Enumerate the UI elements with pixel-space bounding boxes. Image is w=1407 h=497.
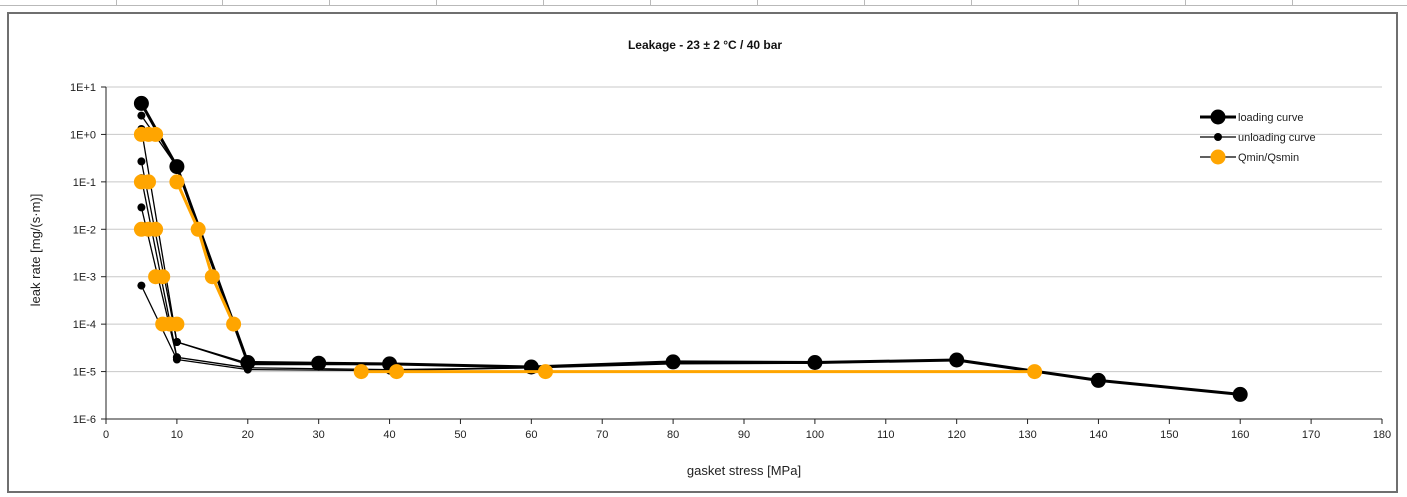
tick-label-x: 50: [454, 429, 466, 441]
tick-label-x: 70: [596, 429, 608, 441]
qmin-qsmin-point: [353, 364, 369, 380]
tick-label-x: 110: [877, 429, 895, 441]
legend-marker-loading-curve: [1210, 109, 1226, 125]
tick-label-x: 160: [1231, 429, 1249, 441]
tick-label-x: 80: [667, 429, 679, 441]
qmin-qsmin-point: [155, 269, 171, 285]
qmin-qsmin-point: [389, 364, 405, 380]
unloading-curve-point: [137, 111, 146, 120]
tick-label-y: 1E+1: [70, 82, 96, 94]
tick-label-x: 130: [1018, 429, 1036, 441]
chart-title: Leakage - 23 ± 2 °C / 40 bar: [628, 38, 782, 52]
legend-label-unloading-curve: unloading curve: [1238, 132, 1316, 144]
tick-label-x: 150: [1160, 429, 1178, 441]
axes: 1E+1 1E+0 1E-1 1E-2 1E-3 1E-4 1E-5 1E-6 0 10 20 30 4…: [70, 82, 1391, 441]
loading-curve-point: [311, 355, 327, 371]
tick-label-y: 1E+0: [70, 129, 96, 141]
loading-curve-point: [1090, 372, 1106, 388]
legend: loading curve unloading curve Qmin/Qsmin: [1200, 109, 1316, 165]
tick-label-y: 1E-3: [73, 272, 96, 284]
tick-label-x: 30: [313, 429, 325, 441]
legend-marker-qmin-qsmin: [1210, 149, 1226, 165]
x-axis-label: gasket stress [MPa]: [687, 463, 801, 478]
tick-label-x: 0: [103, 429, 109, 441]
unloading-curve-point: [137, 281, 146, 290]
legend-label-loading-curve: loading curve: [1238, 112, 1303, 124]
legend-label-qmin-qsmin: Qmin/Qsmin: [1238, 152, 1299, 164]
series-layer: [133, 95, 1248, 402]
tick-label-y: 1E-6: [73, 414, 96, 426]
unloading-curve-point: [172, 338, 181, 346]
grid-lines: [106, 86, 1382, 373]
tick-label-y: 1E-1: [73, 177, 96, 189]
qmin-qsmin-line: [175, 181, 235, 325]
tick-label-x: 20: [242, 429, 254, 441]
qmin-qsmin-point: [148, 126, 164, 142]
loading-curve-point: [133, 95, 149, 111]
qmin-qsmin-point: [141, 174, 156, 190]
y-axis-label: leak rate [mg/(s·m)]: [28, 194, 43, 307]
tick-label-x: 140: [1089, 429, 1107, 441]
tick-label-y: 1E-5: [73, 367, 96, 379]
loading-curve-point: [665, 354, 681, 370]
qmin-qsmin-point: [1027, 364, 1043, 380]
tick-label-y: 1E-2: [73, 224, 96, 236]
loading-curve-point: [1232, 386, 1248, 402]
loading-curve-point: [949, 352, 965, 368]
tick-label-x: 10: [171, 429, 183, 441]
tick-label-x: 120: [947, 429, 965, 441]
loading-curve-point: [240, 355, 256, 370]
chart-frame: [7, 12, 1398, 493]
qmin-qsmin-point: [204, 269, 220, 285]
legend-marker-unloading-curve: [1214, 133, 1222, 141]
tick-label-x: 60: [525, 429, 537, 441]
unloading-curve-point: [137, 203, 146, 212]
loading-curve-point: [169, 159, 185, 175]
tick-label-x: 100: [806, 429, 824, 441]
qmin-qsmin-point: [169, 316, 185, 332]
qmin-qsmin-point: [169, 174, 185, 190]
qmin-qsmin-point: [226, 316, 242, 332]
loading-curve-line: [140, 102, 1241, 396]
tick-label-y: 1E-4: [73, 319, 96, 331]
tick-label-x: 40: [383, 429, 395, 441]
unloading-curve-point: [172, 353, 181, 362]
unloading-curve-point: [137, 157, 146, 166]
qmin-qsmin-point: [148, 221, 164, 237]
qmin-qsmin-point: [538, 364, 553, 380]
loading-curve-point: [807, 355, 823, 370]
tick-label-x: 90: [738, 429, 750, 441]
qmin-qsmin-point: [190, 221, 206, 237]
tick-label-x: 170: [1302, 429, 1320, 441]
tick-label-x: 180: [1373, 429, 1391, 441]
top-tab-strip: [0, 0, 1407, 6]
unloading-curve-line: [140, 161, 390, 366]
